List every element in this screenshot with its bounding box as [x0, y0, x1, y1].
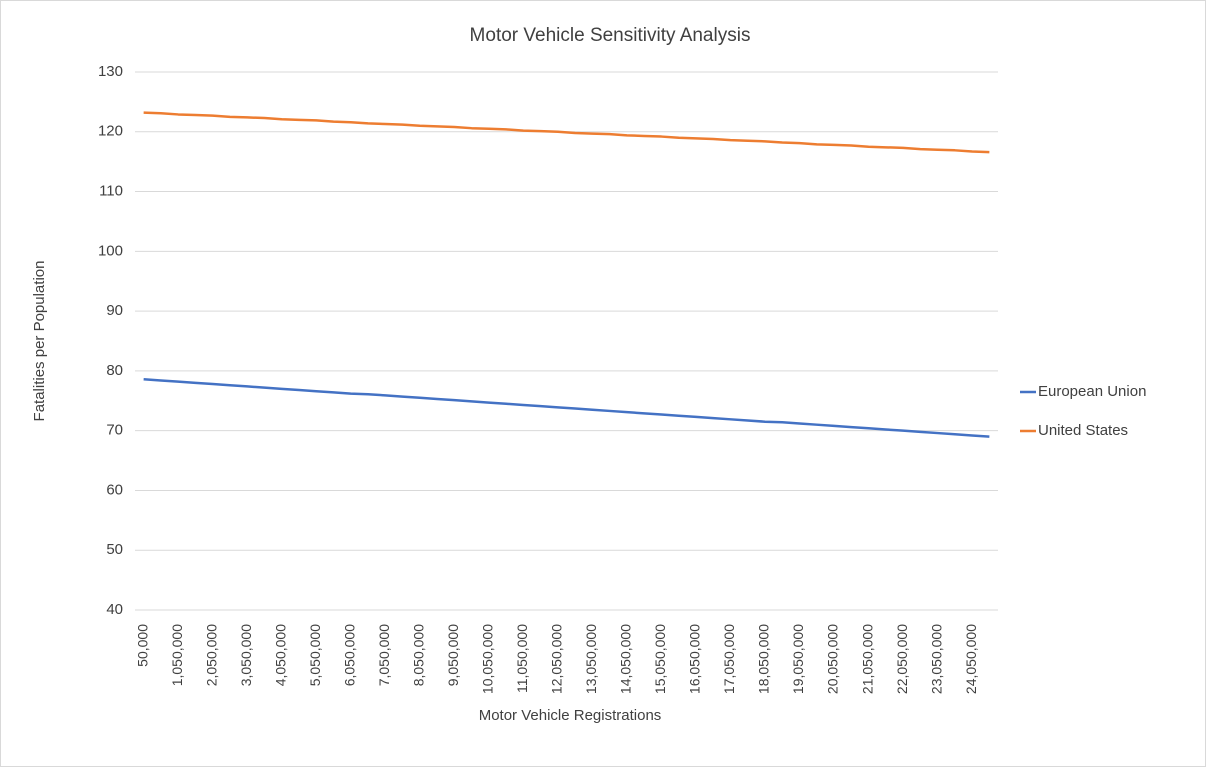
y-axis-label: Fatalities per Population — [31, 261, 48, 422]
x-tick-label: 11,050,000 — [514, 624, 530, 693]
y-tick-label: 110 — [99, 183, 123, 200]
y-tick-label: 70 — [106, 422, 123, 439]
y-tick-label: 100 — [98, 242, 123, 259]
x-axis-label: Motor Vehicle Registrations — [479, 707, 662, 724]
legend-label: United States — [1038, 422, 1128, 439]
y-tick-label: 40 — [106, 601, 123, 618]
x-tick-label: 9,050,000 — [445, 624, 461, 686]
x-tick-label: 23,050,000 — [928, 624, 944, 694]
x-tick-label: 10,050,000 — [480, 624, 496, 694]
series-line — [143, 111, 990, 154]
x-tick-label: 8,050,000 — [410, 624, 426, 686]
x-tick-label: 18,050,000 — [756, 624, 772, 694]
legend-label: European Union — [1038, 383, 1146, 400]
y-tick-label: 50 — [106, 541, 123, 558]
y-tick-label: 60 — [106, 481, 123, 498]
x-tick-label: 20,050,000 — [825, 624, 841, 694]
y-tick-label: 90 — [106, 302, 123, 319]
series-line — [143, 378, 990, 438]
x-tick-label: 16,050,000 — [687, 624, 703, 694]
x-tick-label: 4,050,000 — [272, 624, 288, 686]
x-tick-label: 13,050,000 — [583, 624, 599, 694]
y-tick-label: 120 — [98, 123, 123, 140]
x-tick-label: 15,050,000 — [652, 624, 668, 694]
x-tick-label: 6,050,000 — [341, 624, 357, 686]
x-tick-label: 22,050,000 — [894, 624, 910, 694]
x-tick-label: 7,050,000 — [376, 624, 392, 686]
x-tick-label: 12,050,000 — [549, 624, 565, 694]
x-tick-label: 50,000 — [134, 624, 150, 667]
x-tick-label: 2,050,000 — [203, 624, 219, 686]
x-tick-label: 19,050,000 — [790, 624, 806, 694]
y-tick-label: 130 — [98, 63, 123, 80]
chart-title: Motor Vehicle Sensitivity Analysis — [470, 25, 751, 46]
x-tick-label: 3,050,000 — [238, 624, 254, 686]
x-tick-label: 17,050,000 — [721, 624, 737, 694]
y-tick-label: 80 — [106, 362, 123, 379]
x-tick-label: 21,050,000 — [859, 624, 875, 694]
x-tick-label: 1,050,000 — [169, 624, 185, 686]
x-tick-label: 5,050,000 — [307, 624, 323, 686]
x-tick-label: 14,050,000 — [618, 624, 634, 694]
x-tick-label: 24,050,000 — [963, 624, 979, 694]
